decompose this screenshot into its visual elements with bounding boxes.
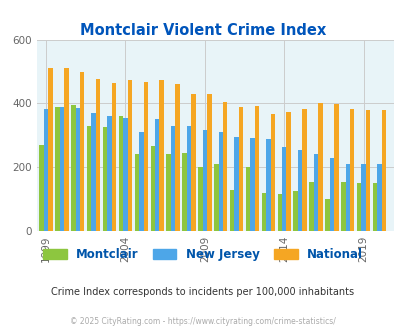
Bar: [333, 104, 338, 231]
Bar: [171, 126, 175, 231]
Bar: [329, 158, 333, 231]
Bar: [39, 145, 44, 231]
Bar: [293, 191, 297, 231]
Bar: [218, 132, 222, 231]
Bar: [91, 113, 96, 231]
Bar: [309, 182, 313, 231]
Bar: [202, 130, 207, 231]
Bar: [376, 164, 381, 231]
Bar: [186, 126, 191, 231]
Bar: [96, 79, 100, 231]
Bar: [281, 147, 286, 231]
Bar: [340, 182, 345, 231]
Bar: [166, 154, 171, 231]
Bar: [48, 68, 53, 231]
Text: Crime Index corresponds to incidents per 100,000 inhabitants: Crime Index corresponds to incidents per…: [51, 287, 354, 297]
Bar: [64, 68, 68, 231]
Bar: [234, 137, 238, 231]
Bar: [119, 116, 123, 231]
Bar: [381, 110, 385, 231]
Bar: [266, 139, 270, 231]
Bar: [134, 154, 139, 231]
Bar: [302, 109, 306, 231]
Bar: [313, 154, 318, 231]
Text: Montclair Violent Crime Index: Montclair Violent Crime Index: [80, 23, 325, 38]
Bar: [60, 107, 64, 231]
Bar: [222, 102, 227, 231]
Bar: [207, 94, 211, 231]
Bar: [324, 199, 329, 231]
Bar: [198, 167, 202, 231]
Bar: [349, 109, 354, 231]
Bar: [102, 127, 107, 231]
Bar: [143, 82, 148, 231]
Bar: [286, 112, 290, 231]
Bar: [229, 189, 234, 231]
Bar: [75, 108, 80, 231]
Bar: [139, 132, 143, 231]
Bar: [261, 193, 266, 231]
Bar: [111, 82, 116, 231]
Bar: [356, 183, 360, 231]
Bar: [245, 167, 249, 231]
Bar: [107, 115, 111, 231]
Bar: [71, 105, 75, 231]
Bar: [270, 114, 274, 231]
Bar: [360, 164, 365, 231]
Bar: [127, 81, 132, 231]
Bar: [277, 194, 281, 231]
Bar: [297, 150, 302, 231]
Bar: [318, 103, 322, 231]
Bar: [44, 109, 48, 231]
Bar: [123, 118, 127, 231]
Bar: [249, 138, 254, 231]
Bar: [150, 147, 155, 231]
Bar: [155, 119, 159, 231]
Bar: [365, 110, 369, 231]
Bar: [372, 183, 376, 231]
Bar: [254, 106, 258, 231]
Text: © 2025 CityRating.com - https://www.cityrating.com/crime-statistics/: © 2025 CityRating.com - https://www.city…: [70, 317, 335, 326]
Bar: [238, 107, 243, 231]
Bar: [87, 126, 91, 231]
Legend: Montclair, New Jersey, National: Montclair, New Jersey, National: [38, 244, 367, 266]
Bar: [80, 72, 84, 231]
Bar: [213, 164, 218, 231]
Bar: [191, 94, 195, 231]
Bar: [55, 107, 60, 231]
Bar: [159, 80, 164, 231]
Bar: [345, 164, 349, 231]
Bar: [175, 83, 179, 231]
Bar: [182, 153, 186, 231]
